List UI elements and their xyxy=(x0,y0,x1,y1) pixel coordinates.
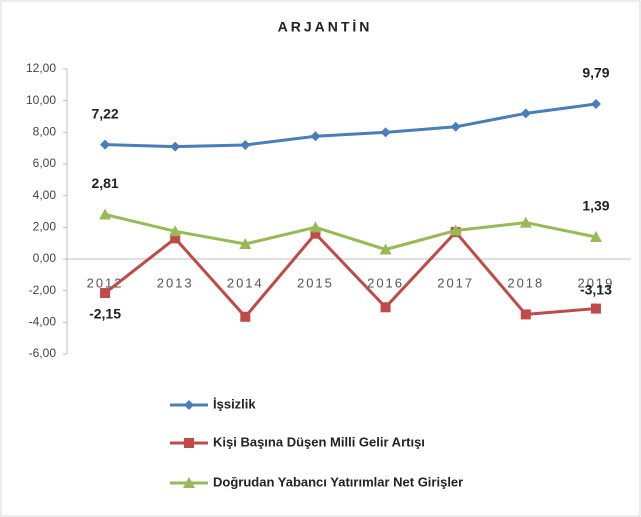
marker xyxy=(380,127,391,138)
series-line xyxy=(105,102,597,149)
y-tick-label: 12,00 xyxy=(26,61,56,75)
marker xyxy=(520,108,531,119)
marker xyxy=(380,302,391,313)
data-label: -2,15 xyxy=(89,306,121,322)
marker xyxy=(590,98,601,109)
series-line xyxy=(104,213,597,252)
y-tick-label: -4,00 xyxy=(29,315,57,329)
data-label: 9,79 xyxy=(582,65,609,81)
y-tick-label: 2,00 xyxy=(33,220,57,234)
marker xyxy=(100,288,111,299)
marker xyxy=(99,208,112,220)
marker xyxy=(590,303,601,314)
marker xyxy=(379,243,392,255)
x-tick-label: 2013 xyxy=(157,275,194,290)
data-label: 2,81 xyxy=(91,175,118,191)
marker xyxy=(310,131,321,142)
marker xyxy=(170,233,181,244)
marker xyxy=(520,309,531,320)
x-tick-label: 2014 xyxy=(227,275,264,290)
series-line xyxy=(104,229,597,320)
legend-label: Doğrudan Yabancı Yatırımlar Net Girişler xyxy=(213,474,463,489)
chart-title: ARJANTİN xyxy=(278,19,373,35)
x-tick-label: 2018 xyxy=(507,275,544,290)
y-tick-label: -2,00 xyxy=(29,283,57,297)
marker xyxy=(170,141,181,152)
marker xyxy=(309,221,322,233)
marker xyxy=(519,216,532,228)
marker xyxy=(240,140,251,150)
y-tick-label: 8,00 xyxy=(33,125,57,139)
y-tick-label: 0,00 xyxy=(33,251,57,265)
data-label: 1,39 xyxy=(582,198,609,214)
marker xyxy=(184,438,194,448)
x-tick-label: 2019 xyxy=(577,275,614,290)
legend-label: Kişi Başına Düşen Milli Gelir Artışı xyxy=(213,434,425,449)
y-tick-label: -6,00 xyxy=(29,346,57,360)
y-tick-label: 6,00 xyxy=(33,156,57,170)
marker xyxy=(169,225,182,237)
y-tick-label: 4,00 xyxy=(33,188,57,202)
marker xyxy=(184,400,194,410)
marker xyxy=(239,237,252,249)
legend-label: İşsizlik xyxy=(213,396,256,411)
x-tick-label: 2015 xyxy=(297,275,334,290)
marker xyxy=(310,228,321,239)
marker xyxy=(450,121,461,132)
marker xyxy=(589,230,602,242)
marker xyxy=(240,311,251,322)
data-label: 7,22 xyxy=(91,105,118,121)
x-tick-label: 2017 xyxy=(437,275,474,290)
y-tick-label: 10,00 xyxy=(26,93,56,107)
marker xyxy=(449,224,462,236)
marker xyxy=(183,477,195,488)
marker xyxy=(100,139,111,150)
data-label: -3,13 xyxy=(580,281,612,297)
x-tick-label: 2016 xyxy=(367,275,404,290)
